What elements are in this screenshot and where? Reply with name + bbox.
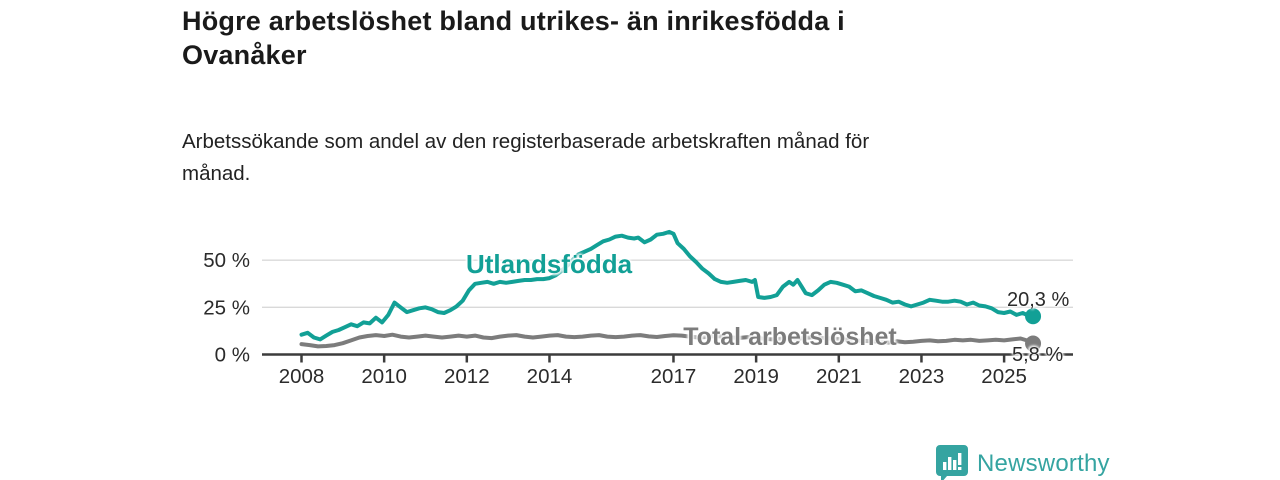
line-series-utlandsfodda (299, 229, 1035, 342)
x-axis-tick-label: 2017 (651, 365, 697, 388)
chart-subtitle: Arbetssökande som andel av den registerb… (182, 130, 870, 185)
x-axis-tick-label: 2010 (361, 365, 407, 388)
y-axis-tick-label: 50 % (203, 249, 250, 272)
end-dot-total (1025, 335, 1042, 352)
end-dot-utlandsfodda (1025, 308, 1042, 325)
y-axis-tick-label: 0 % (215, 344, 250, 367)
end-value-label-utlandsfodda: 20,3 % (1007, 289, 1070, 311)
newsworthy-logo: Newsworthy (936, 445, 1110, 480)
newsworthy-logo-icon (936, 445, 968, 480)
x-axis-tick-label: 2021 (816, 365, 862, 388)
series-label-utlandsfodda: Utlandsfödda (465, 249, 633, 279)
x-axis-tick-label: 2014 (527, 365, 573, 388)
newsworthy-logo-text: Newsworthy (977, 450, 1110, 477)
x-axis-tick-label: 2008 (279, 365, 325, 388)
line-series-total (299, 332, 1035, 349)
end-value-label-total: 5,8 % (1012, 344, 1064, 366)
y-axis-tick-label: 25 % (203, 296, 250, 319)
page-title: Högre arbetslöshet bland utrikes- än inr… (182, 6, 845, 70)
x-axis-tick-label: 2023 (899, 365, 945, 388)
series-label-total-arbetsloshet: Total arbetslöshet (683, 323, 897, 351)
x-axis-tick-label: 2012 (444, 365, 490, 388)
x-axis-tick-label: 2019 (733, 365, 779, 388)
x-axis-tick-label: 2025 (981, 365, 1027, 388)
